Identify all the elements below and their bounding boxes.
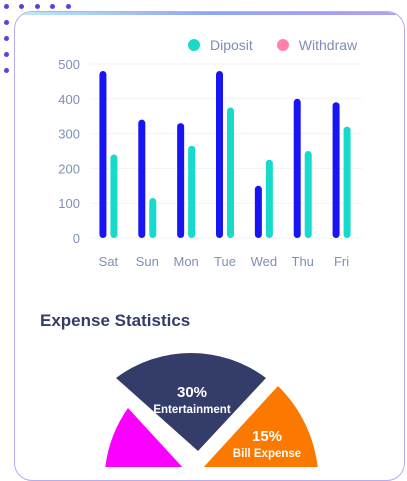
- withdraw-bar-wed[interactable]: [265, 159, 273, 238]
- x-tick-label-fri: Fri: [334, 254, 349, 269]
- decorative-dot-grid: [0, 0, 80, 80]
- pie-slice-other[interactable]: [105, 408, 185, 467]
- deposit-bar-thu[interactable]: [293, 98, 301, 238]
- y-tick-label: 500: [58, 57, 80, 72]
- pie-percent-entertainment: 30%: [177, 384, 207, 401]
- x-tick-label-tue: Tue: [214, 254, 236, 269]
- expense-statistics-title: Expense Statistics: [40, 311, 191, 330]
- deposit-bar-fri[interactable]: [332, 102, 340, 238]
- withdraw-bar-tue[interactable]: [227, 107, 234, 239]
- x-tick-label-thu: Thu: [292, 254, 314, 269]
- pie-slice-bill-expense[interactable]: [201, 386, 318, 467]
- deposit-bar-sat[interactable]: [99, 70, 107, 239]
- legend-item-withdraw: Withdraw: [276, 37, 358, 53]
- withdraw-bar-mon[interactable]: [188, 145, 196, 238]
- y-tick-label: 200: [58, 161, 80, 176]
- deposit-bar-mon[interactable]: [177, 123, 185, 238]
- pie-percent-bill-expense: 15%: [252, 428, 282, 445]
- withdraw-bar-fri[interactable]: [343, 126, 351, 238]
- chart-legend: Diposit Withdraw: [188, 37, 381, 53]
- withdraw-color-dot: [276, 39, 289, 51]
- withdraw-bar-sat[interactable]: [110, 154, 118, 238]
- withdraw-bar-thu[interactable]: [304, 151, 312, 238]
- y-tick-label: 300: [58, 127, 80, 142]
- x-tick-label-sun: Sun: [136, 254, 159, 269]
- weekly-activity-bar-chart: 0 100 200 300 400 500 Sat Sun Mon Tue Wed Thu Fri: [58, 57, 362, 269]
- deposit-bar-sun[interactable]: [138, 119, 146, 238]
- y-tick-label: 100: [58, 196, 80, 211]
- deposit-bar-tue[interactable]: [216, 70, 223, 239]
- legend-label-deposit: Diposit: [210, 37, 253, 53]
- deposit-bar-wed[interactable]: [254, 185, 262, 238]
- y-tick-label: 400: [58, 92, 80, 107]
- deposit-color-dot: [188, 39, 200, 51]
- legend-item-deposit: Diposit: [188, 37, 253, 53]
- pie-label-entertainment: Entertainment: [153, 404, 230, 416]
- x-tick-label-mon: Mon: [173, 254, 198, 269]
- card-top-border: [15, 12, 404, 15]
- x-tick-label-sat: Sat: [99, 254, 119, 269]
- legend-label-withdraw: Withdraw: [298, 37, 358, 53]
- y-tick-label: 0: [73, 231, 80, 246]
- pie-label-bill-expense: Bill Expense: [233, 448, 301, 460]
- expense-pie-chart: 30% Entertainment 15% Bill Expense: [105, 353, 318, 467]
- x-tick-label-wed: Wed: [251, 254, 278, 269]
- withdraw-bar-sun[interactable]: [149, 197, 157, 238]
- pie-slice-entertainment[interactable]: [116, 353, 266, 451]
